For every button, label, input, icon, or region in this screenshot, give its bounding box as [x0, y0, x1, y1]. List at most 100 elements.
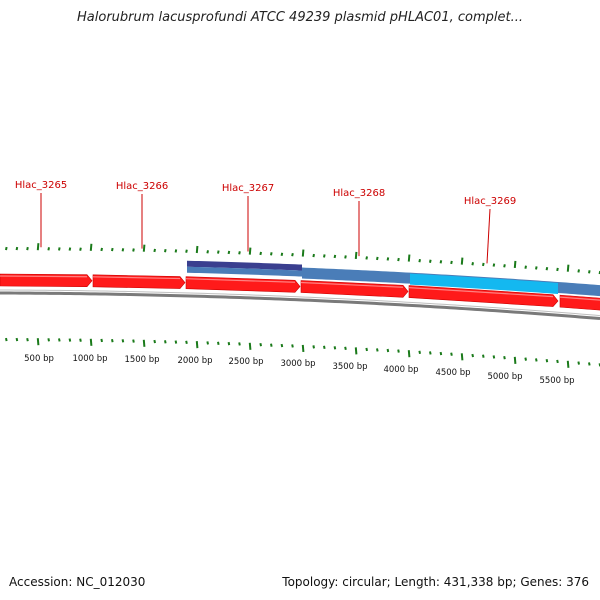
- minor-tick: [47, 247, 50, 251]
- minor-tick: [386, 348, 390, 353]
- major-tick: [354, 347, 358, 355]
- gene-arrow[interactable]: [408, 285, 559, 307]
- minor-tick: [503, 355, 506, 360]
- major-tick: [460, 353, 464, 361]
- gene-label: Hlac_3267: [222, 183, 274, 194]
- scale-label: 5000 bp: [487, 372, 522, 382]
- minor-tick: [323, 254, 326, 258]
- gene-label: Hlac_3268: [333, 188, 385, 199]
- minor-tick: [333, 346, 337, 350]
- feature-band-steel[interactable]: [187, 266, 302, 277]
- gene-highlight: [0, 275, 88, 278]
- minor-tick: [185, 340, 188, 345]
- major-tick: [248, 247, 252, 255]
- minor-tick: [153, 248, 156, 253]
- minor-tick: [524, 357, 527, 361]
- feature-band-cyan[interactable]: [410, 273, 558, 294]
- minor-tick: [535, 266, 538, 270]
- major-tick: [142, 244, 146, 252]
- minor-tick: [471, 262, 474, 266]
- minor-tick: [365, 347, 368, 352]
- minor-tick: [5, 246, 8, 251]
- major-tick: [248, 342, 252, 350]
- minor-tick: [545, 358, 549, 363]
- minor-tick: [492, 263, 496, 267]
- major-tick: [460, 257, 464, 265]
- minor-tick: [15, 246, 19, 251]
- map-title: Halorubrum lacusprofundi ATCC 49239 plas…: [77, 10, 523, 25]
- gene-label-group: Hlac_3265 Hlac_3266 Hlac_3267 Hlac_3268 Hlac…: [15, 180, 516, 264]
- minor-tick: [100, 247, 103, 252]
- gene-arrow[interactable]: [0, 273, 93, 288]
- minor-tick: [323, 345, 326, 350]
- major-tick: [566, 264, 570, 272]
- scale-label: 4500 bp: [435, 368, 470, 378]
- minor-tick: [111, 338, 114, 343]
- minor-tick: [68, 247, 72, 251]
- gene-track[interactable]: [0, 273, 600, 311]
- minor-tick: [58, 338, 61, 342]
- minor-tick: [79, 338, 82, 342]
- minor-tick: [280, 343, 284, 348]
- minor-tick: [153, 339, 156, 344]
- major-tick: [36, 243, 40, 251]
- major-tick: [195, 245, 199, 254]
- minor-tick: [58, 247, 61, 251]
- major-tick: [301, 344, 305, 353]
- scale-label-group: 500 bp 1000 bp 1500 bp 2000 bp 2500 bp 3000 b…: [24, 354, 574, 386]
- minor-tick: [471, 353, 474, 358]
- major-tick: [513, 260, 517, 269]
- major-tick: [407, 254, 411, 262]
- minor-tick: [577, 361, 580, 365]
- backbone-track: [0, 289, 600, 321]
- major-tick: [89, 243, 93, 251]
- minor-tick: [132, 339, 135, 343]
- minor-tick: [577, 269, 580, 273]
- gene-label: Hlac_3266: [116, 181, 168, 192]
- minor-tick: [47, 338, 50, 342]
- minor-tick: [259, 343, 262, 347]
- minor-tick: [121, 248, 125, 252]
- minor-tick: [291, 252, 294, 257]
- gene-label-leader: [486, 208, 491, 264]
- gene-highlight: [185, 278, 296, 283]
- minor-tick: [439, 260, 443, 264]
- minor-tick: [227, 341, 231, 346]
- minor-tick: [429, 259, 432, 263]
- scale-label: 2000 bp: [177, 356, 212, 366]
- minor-tick: [503, 264, 506, 268]
- minor-tick: [344, 255, 347, 259]
- gene-arrow[interactable]: [185, 276, 301, 293]
- scale-label: 1000 bp: [72, 354, 107, 364]
- gene-highlight: [92, 276, 181, 280]
- major-tick: [513, 356, 517, 364]
- minor-tick: [333, 254, 337, 259]
- minor-tick: [376, 256, 379, 261]
- minor-tick: [397, 349, 400, 353]
- lower-tick-track: [5, 337, 600, 368]
- minor-tick: [174, 249, 178, 253]
- minor-tick: [100, 338, 103, 343]
- major-tick: [407, 350, 411, 358]
- gene-arrow[interactable]: [300, 280, 409, 298]
- minor-tick: [206, 341, 209, 345]
- minor-tick: [418, 258, 421, 263]
- feature-band-navy[interactable]: [187, 260, 302, 271]
- gene-highlight: [408, 286, 554, 298]
- major-tick: [301, 249, 305, 257]
- minor-tick: [270, 343, 273, 347]
- minor-tick: [492, 355, 496, 359]
- gene-label: Hlac_3269: [464, 196, 516, 207]
- minor-tick: [5, 337, 8, 342]
- minor-tick: [68, 338, 72, 342]
- gene-highlight: [559, 296, 600, 301]
- gene-label: Hlac_3265: [15, 180, 67, 191]
- major-tick: [36, 338, 40, 346]
- minor-tick: [376, 348, 379, 352]
- minor-tick: [397, 257, 400, 262]
- feature-track[interactable]: [187, 260, 600, 297]
- minor-tick: [79, 247, 82, 251]
- minor-tick: [429, 351, 432, 355]
- minor-tick: [26, 337, 29, 342]
